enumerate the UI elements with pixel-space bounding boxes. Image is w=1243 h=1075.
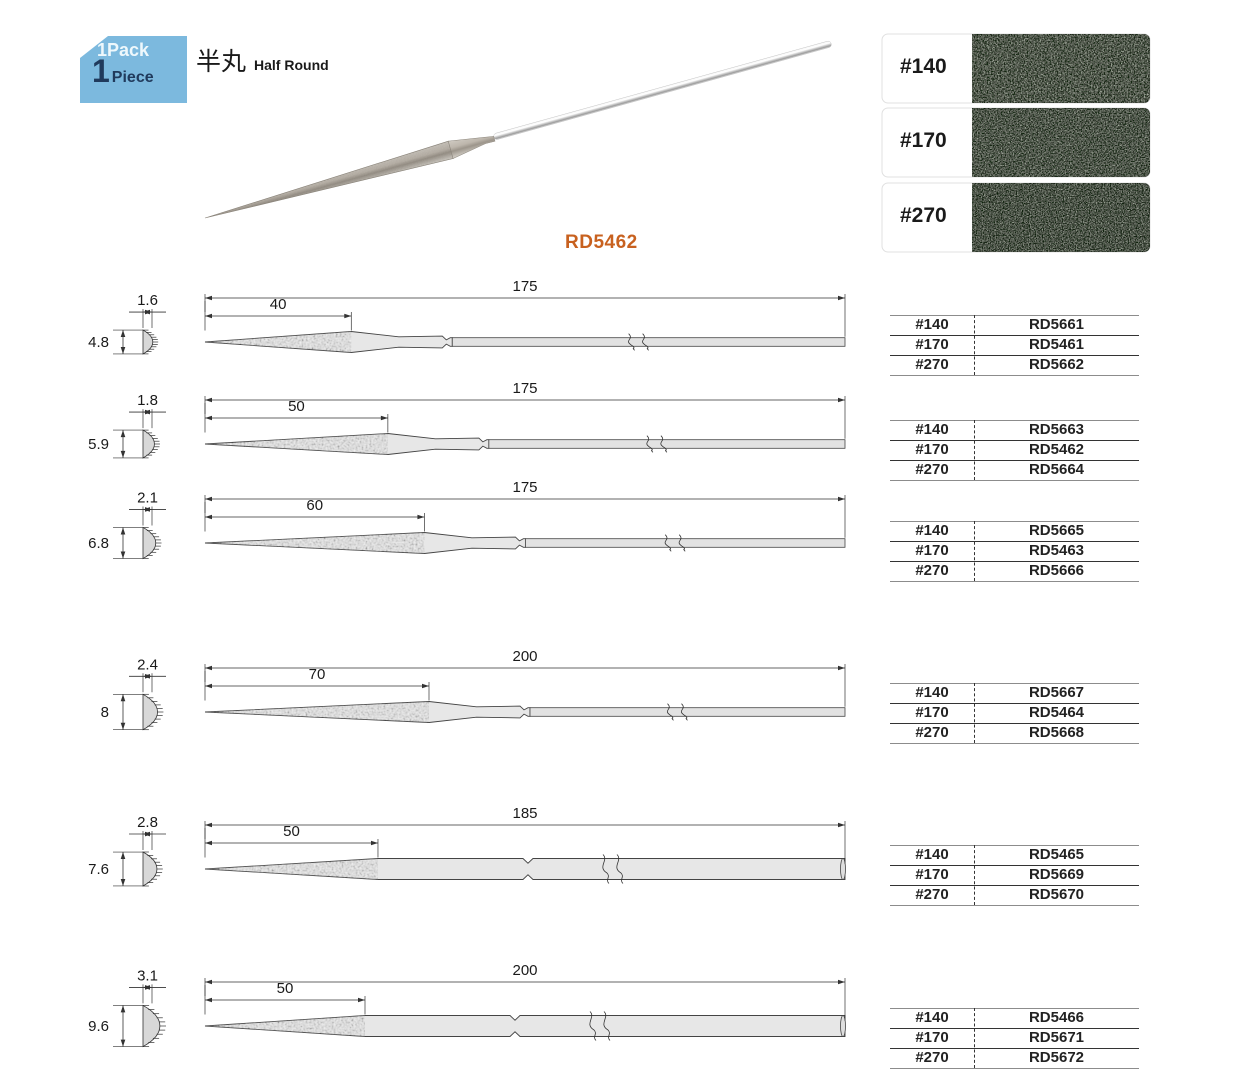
svg-text:3.1: 3.1 [137,967,158,984]
svg-text:8: 8 [101,704,109,721]
svg-text:5.9: 5.9 [88,436,109,453]
svg-text:9.6: 9.6 [88,1018,109,1035]
svg-text:60: 60 [306,497,323,514]
svg-text:4.8: 4.8 [88,334,109,351]
svg-text:200: 200 [512,648,537,665]
svg-text:50: 50 [288,398,305,415]
svg-text:40: 40 [270,296,287,313]
svg-text:50: 50 [283,823,300,840]
svg-text:6.8: 6.8 [88,535,109,552]
svg-text:2.8: 2.8 [137,814,158,831]
svg-text:2.4: 2.4 [137,656,158,673]
svg-text:50: 50 [277,980,294,997]
svg-text:7.6: 7.6 [88,861,109,878]
svg-text:200: 200 [512,962,537,979]
svg-text:175: 175 [512,380,537,397]
svg-text:1.8: 1.8 [137,392,158,409]
svg-text:175: 175 [512,278,537,295]
svg-text:2.1: 2.1 [137,489,158,506]
svg-text:70: 70 [309,666,326,683]
svg-text:175: 175 [512,479,537,496]
svg-text:1.6: 1.6 [137,292,158,309]
svg-text:185: 185 [512,805,537,822]
